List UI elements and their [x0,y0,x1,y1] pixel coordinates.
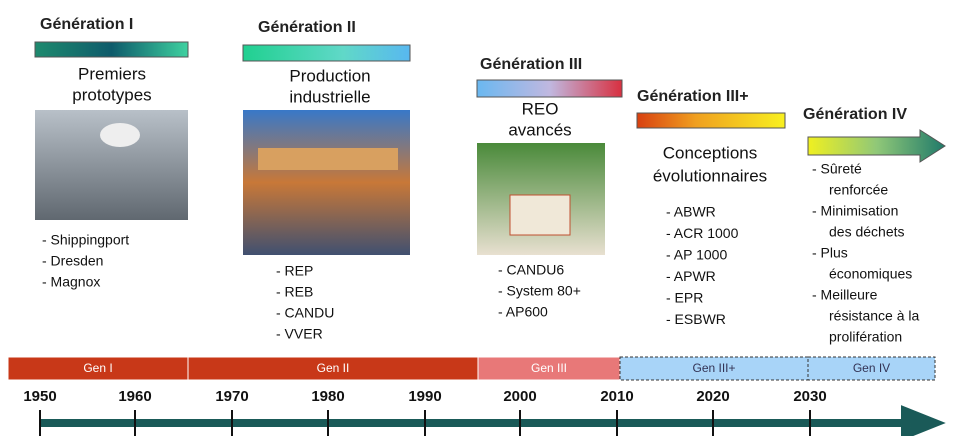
reactor-item: - CANDU [276,305,334,321]
reactor-item: - Plus [812,245,848,261]
timeline-segment [807,356,936,381]
generation-title: Génération IV [803,106,907,123]
reactor-item: - EPR [666,290,703,306]
reactor-item: - Magnox [42,274,100,290]
reactor-item: - ABWR [666,204,716,220]
gen1-bar [34,41,189,58]
reactor-item: - AP600 [498,304,548,320]
generation-subtitle: Production [289,66,370,85]
gen2-photo [243,110,410,255]
year-label: 2020 [696,388,729,405]
reactor-item: - REP [276,263,313,279]
gen2-bar [242,44,411,62]
generation-title: Génération III+ [637,88,749,105]
gen4-arrow [807,129,946,163]
segment-label: Gen III+ [692,361,735,375]
photo-detail [509,194,571,236]
time-arrow [40,405,946,436]
segment-label: Gen IV [853,361,890,375]
generation-title: Génération II [258,19,356,36]
reactor-item: - AP 1000 [666,247,727,263]
generation-subtitle: prototypes [72,85,151,104]
generation-subtitle: Premiers [78,64,146,83]
reactor-item: - System 80+ [498,283,581,299]
generation-subtitle: REO [522,99,559,118]
reactor-item: prolifération [829,329,902,345]
reactor-item: des déchets [829,224,905,240]
year-label: 1950 [23,388,56,405]
generation-subtitle: avancés [508,120,571,139]
photo-detail [258,148,398,170]
timeline-segment [619,356,809,381]
reactor-item: - Meilleure [812,287,878,303]
segment-label: Gen I [83,361,112,375]
generation-subtitle: évolutionnaires [653,166,767,185]
reactor-item: - Minimisation [812,203,898,219]
reactor-item: - ACR 1000 [666,225,739,241]
reactor-item: - REB [276,284,313,300]
gen3-bar [476,79,623,98]
generation-subtitle: industrielle [289,87,370,106]
reactor-item: - CANDU6 [498,262,564,278]
generation-subtitle: Conceptions [663,143,758,162]
generation-title: Génération I [40,16,133,33]
segment-label: Gen II [317,361,350,375]
year-label: 1980 [311,388,344,405]
reactor-item: - APWR [666,268,716,284]
segment-label: Gen III [531,361,567,375]
year-label: 1970 [215,388,248,405]
year-label: 2000 [503,388,536,405]
reactor-item: résistance à la [829,308,919,324]
year-label: 2030 [793,388,826,405]
reactor-item: économiques [829,266,912,282]
reactor-item: - ESBWR [666,311,726,327]
generation-title: Génération III [480,56,582,73]
reactor-item: - Shippingport [42,232,129,248]
reactor-item: - VVER [276,326,323,342]
year-label: 1990 [408,388,441,405]
reactor-item: - Dresden [42,253,103,269]
year-label: 2010 [600,388,633,405]
photo-detail [100,123,140,147]
year-label: 1960 [118,388,151,405]
reactor-item: renforcée [829,182,888,198]
reactor-item: - Sûreté [812,161,862,177]
gen3plus-bar [636,112,786,129]
